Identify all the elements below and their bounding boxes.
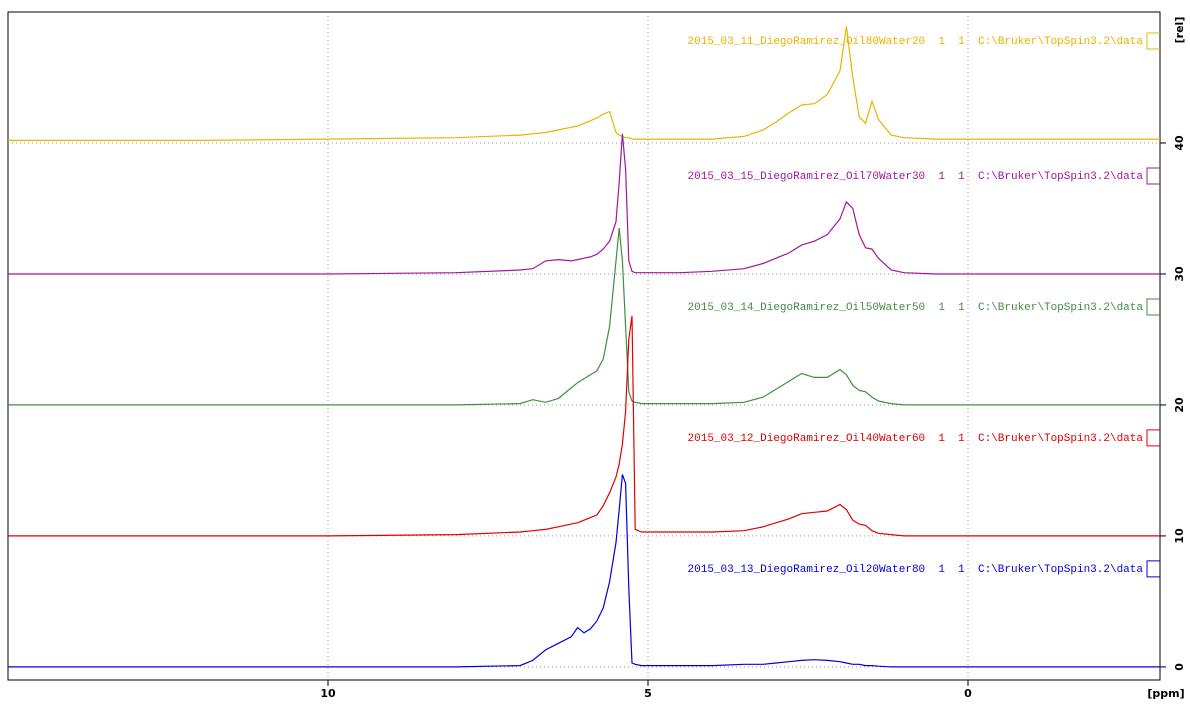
spectrum-line [8, 474, 1160, 668]
plot-frame [7, 11, 1161, 681]
y-tick-label: 40 [1173, 135, 1186, 151]
spectrum-line [8, 133, 1160, 275]
series-label: 2015_03_15_DiegoRamirez_Oil70Water30 1 1… [688, 171, 1144, 183]
y-tick-label: 30 [1173, 266, 1186, 282]
series-label: 2015_03_11_DiegoRamirez_Oil80Water20 1 1… [688, 36, 1144, 48]
x-axis-label: [ppm] [1147, 687, 1184, 700]
series-label: 2015_03_12_DiegoRamirez_Oil40Water60 1 1… [688, 433, 1144, 445]
series-marker [1146, 167, 1160, 185]
y-tick-label: 20 [1173, 397, 1186, 413]
series-label: 2015_03_14_DiegoRamirez_Oil50Water50 1 1… [688, 302, 1144, 314]
series-marker [1146, 298, 1160, 316]
series-label: 2015_03_13_DiegoRamirez_Oil20Water80 1 1… [688, 564, 1144, 576]
x-tick-label: 0 [964, 687, 972, 700]
x-tick-label: 10 [320, 687, 336, 700]
y-tick-label: 0 [1173, 663, 1186, 671]
series-marker [1146, 32, 1160, 50]
spectrum-line [8, 315, 1160, 537]
series-marker [1146, 560, 1160, 578]
x-tick-label: 5 [644, 687, 652, 700]
series-marker [1146, 429, 1160, 447]
spectrum-line [8, 228, 1160, 406]
spectrum-line [8, 26, 1160, 141]
y-tick-label: 10 [1173, 528, 1186, 544]
y-axis-label: [rel] [1173, 17, 1186, 44]
